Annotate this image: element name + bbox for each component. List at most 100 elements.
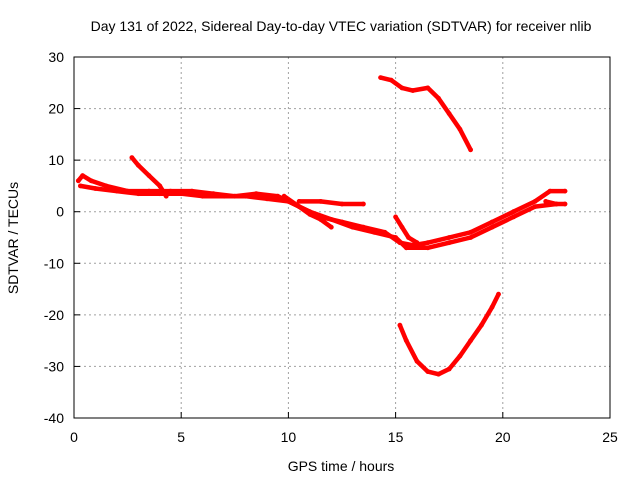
series-segment-early xyxy=(129,155,169,199)
data-point xyxy=(388,77,394,83)
data-point xyxy=(80,173,85,179)
x-tick-label: 15 xyxy=(388,429,404,445)
plot-frame xyxy=(73,56,611,419)
data-point xyxy=(114,188,120,194)
y-axis-label: SDTVAR / TECUs xyxy=(5,182,21,294)
data-point xyxy=(468,147,473,153)
y-tick-label: -40 xyxy=(44,410,64,426)
data-point xyxy=(129,155,135,161)
data-point xyxy=(511,209,516,215)
data-point xyxy=(532,199,538,204)
data-point xyxy=(489,219,495,225)
data-point xyxy=(425,85,431,91)
data-point xyxy=(543,199,549,204)
series-branch-15 xyxy=(393,214,420,246)
series-line xyxy=(78,183,559,251)
data-point xyxy=(307,211,313,217)
data-point xyxy=(547,188,553,194)
data-point xyxy=(243,193,248,199)
series-line xyxy=(397,291,501,377)
data-point xyxy=(378,75,383,80)
data-point xyxy=(253,191,259,197)
data-point xyxy=(296,204,302,210)
data-series xyxy=(75,75,568,377)
data-point xyxy=(393,235,398,240)
data-point xyxy=(78,183,83,189)
data-point xyxy=(562,188,568,194)
data-point xyxy=(221,193,227,199)
data-point xyxy=(339,201,345,207)
data-point xyxy=(436,371,441,377)
data-point xyxy=(406,235,411,240)
data-point xyxy=(264,196,270,202)
data-point xyxy=(103,183,109,189)
data-point xyxy=(178,191,184,197)
data-point xyxy=(281,193,287,199)
data-point xyxy=(511,214,516,220)
data-point xyxy=(350,224,356,230)
series-lower-arc xyxy=(397,291,501,377)
data-point xyxy=(468,338,473,343)
data-point xyxy=(562,201,568,207)
data-point xyxy=(410,88,416,93)
data-point xyxy=(157,183,163,189)
series-main-band xyxy=(75,173,568,248)
data-point xyxy=(446,235,452,240)
data-point xyxy=(446,366,452,372)
data-point xyxy=(200,193,206,199)
x-tick-label: 20 xyxy=(495,429,511,445)
data-point xyxy=(328,217,334,222)
data-point xyxy=(425,245,431,251)
data-point xyxy=(532,204,538,210)
data-point xyxy=(479,322,484,328)
data-point xyxy=(393,214,398,220)
data-point xyxy=(403,338,409,343)
data-point xyxy=(318,217,323,222)
data-point xyxy=(146,173,152,179)
y-tick-label: -20 xyxy=(44,307,64,323)
data-point xyxy=(399,85,405,91)
data-point xyxy=(489,304,495,310)
y-tick-label: 10 xyxy=(48,152,64,168)
data-point xyxy=(397,322,403,328)
data-point xyxy=(446,111,452,117)
y-tick-label: 20 xyxy=(48,101,64,117)
data-point xyxy=(425,240,431,246)
data-point xyxy=(425,369,431,374)
series-branch-11-12 xyxy=(281,193,334,230)
series-branch-upper-11-14 xyxy=(296,199,366,207)
x-tick-label: 10 xyxy=(281,429,297,445)
series-line xyxy=(296,199,366,207)
series-upper-arc xyxy=(378,75,473,153)
data-point xyxy=(328,224,334,230)
series-line xyxy=(393,214,420,245)
data-point xyxy=(496,291,501,297)
data-point xyxy=(446,240,452,246)
x-tick-label: 5 xyxy=(177,429,185,445)
data-point xyxy=(457,126,463,132)
series-tail-23 xyxy=(543,199,568,207)
data-point xyxy=(489,224,495,230)
y-tick-labels: -40 -30 -20 -10 0 10 20 30 xyxy=(44,49,64,426)
data-point xyxy=(296,199,302,204)
data-point xyxy=(403,245,409,251)
data-point xyxy=(157,191,163,197)
grid-lines xyxy=(73,56,611,419)
data-point xyxy=(318,199,323,204)
x-tick-label: 25 xyxy=(602,429,618,445)
data-point xyxy=(414,358,420,364)
y-tick-label: 0 xyxy=(56,204,64,220)
data-point xyxy=(457,353,463,359)
data-point xyxy=(275,193,281,199)
y-tick-label: 30 xyxy=(48,49,64,65)
series-line xyxy=(76,173,568,248)
data-point xyxy=(189,188,195,194)
y-tick-label: -10 xyxy=(44,255,64,271)
data-point xyxy=(163,193,169,199)
x-axis-label: GPS time / hours xyxy=(288,458,395,474)
data-point xyxy=(399,224,405,230)
y-tick-label: -30 xyxy=(44,358,64,374)
data-point xyxy=(414,240,420,246)
data-point xyxy=(93,186,98,191)
